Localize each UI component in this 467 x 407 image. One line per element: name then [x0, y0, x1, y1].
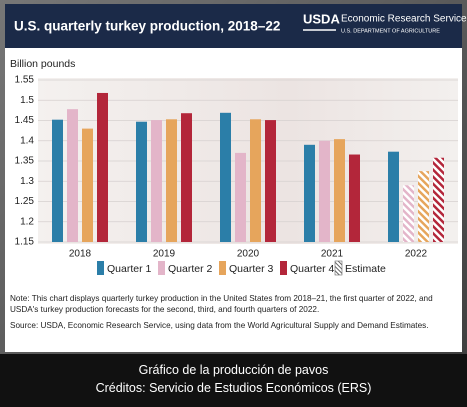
logo: USDA — [303, 11, 340, 26]
bar — [82, 129, 93, 242]
x-tick-label: 2019 — [153, 249, 176, 260]
bar — [181, 113, 192, 242]
y-tick-label: 1.25 — [15, 196, 35, 207]
legend-swatch — [219, 261, 226, 275]
legend-swatch — [158, 261, 165, 275]
legend-label: Estimate — [345, 263, 386, 275]
legend-label: Quarter 3 — [229, 263, 274, 275]
x-tick-label: 2020 — [237, 249, 260, 260]
x-tick-label: 2018 — [69, 249, 92, 260]
y-axis-label: Billion pounds — [10, 58, 75, 70]
bar — [304, 145, 315, 242]
y-tick-label: 1.3 — [20, 176, 34, 187]
y-tick-label: 1.55 — [15, 75, 35, 86]
legend-swatch — [335, 261, 342, 275]
legend-swatch — [97, 261, 104, 275]
legend-swatch — [280, 261, 287, 275]
y-tick-label: 1.45 — [15, 115, 35, 126]
department: U.S. DEPARTMENT OF AGRICULTURE — [341, 28, 440, 34]
bar — [97, 93, 108, 242]
bar — [334, 139, 345, 242]
bar — [235, 153, 246, 242]
y-tick-label: 1.15 — [15, 237, 35, 248]
legend-label: Quarter 1 — [107, 263, 152, 275]
legend-label: Quarter 4 — [290, 263, 335, 275]
bar — [67, 109, 78, 242]
y-tick-label: 1.2 — [20, 216, 34, 227]
bar — [265, 120, 276, 242]
source: Source: USDA, Economic Research Service,… — [10, 321, 458, 332]
bar — [151, 120, 162, 242]
caption-line: Gráfico de la producción de pavos — [0, 363, 467, 377]
y-tick-label: 1.5 — [20, 95, 34, 106]
page: U.S. quarterly turkey production, 2018–2… — [0, 0, 467, 407]
note: Note: This chart displays quarterly turk… — [10, 294, 458, 315]
caption-line: Créditos: Servicio de Estudios Económico… — [0, 381, 467, 395]
bar — [136, 122, 147, 242]
bar — [52, 120, 63, 242]
agency: Economic Research Service — [341, 14, 467, 25]
bar — [433, 158, 444, 242]
bar — [166, 119, 177, 242]
y-tick-label: 1.4 — [20, 135, 34, 146]
bar — [349, 155, 360, 242]
bar — [220, 113, 231, 242]
chart-title: U.S. quarterly turkey production, 2018–2… — [14, 19, 280, 34]
y-tick-label: 1.35 — [15, 156, 35, 167]
bar — [388, 152, 399, 242]
bar — [403, 185, 414, 242]
x-tick-label: 2022 — [405, 249, 428, 260]
bar — [319, 141, 330, 242]
chart: U.S. quarterly turkey production, 2018–2… — [0, 0, 467, 407]
legend-label: Quarter 2 — [168, 263, 213, 275]
bar — [418, 171, 429, 242]
bar — [250, 119, 261, 242]
x-tick-label: 2021 — [321, 249, 344, 260]
